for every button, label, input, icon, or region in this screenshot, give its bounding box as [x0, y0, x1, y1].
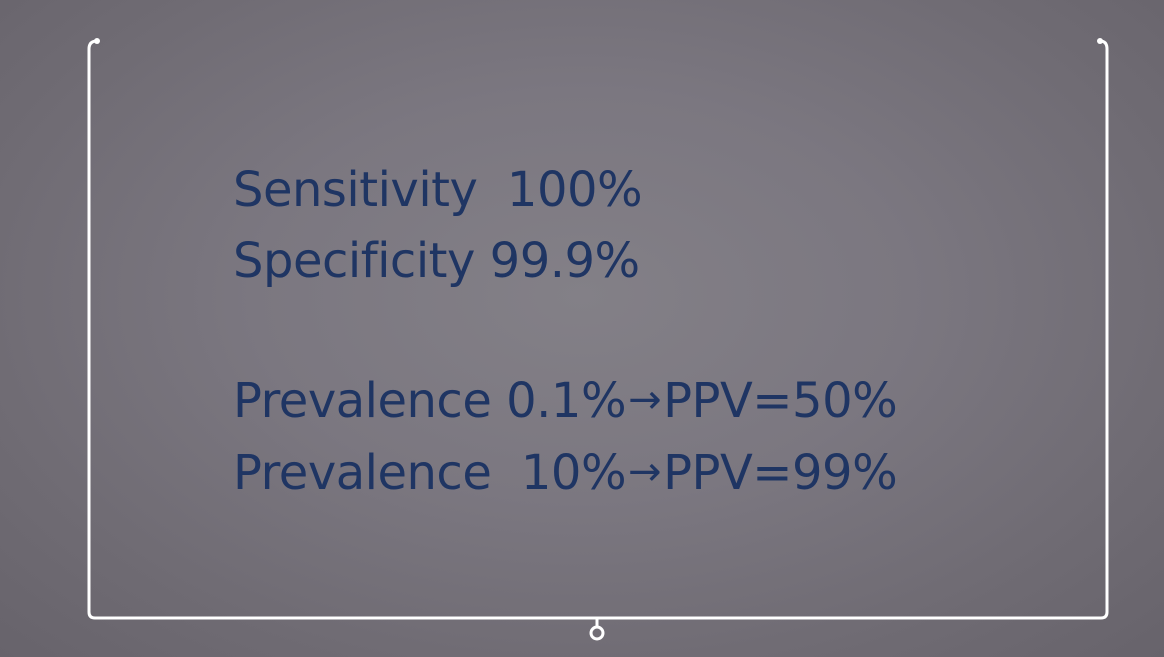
- spacer: [233, 297, 897, 365]
- frame-ring-icon: [589, 625, 605, 641]
- prevalence-value: 10%: [520, 445, 627, 501]
- slide-content: Sensitivity 100% Specificity 99.9% Preva…: [233, 155, 898, 509]
- specificity-value: 99.9%: [489, 233, 640, 289]
- specificity-line: Specificity 99.9%: [233, 226, 897, 297]
- sensitivity-line: Sensitivity 100%: [233, 155, 897, 226]
- ppv-result: PPV=99%: [663, 445, 898, 501]
- right-arrow-icon: →: [628, 377, 662, 423]
- prevalence-label: Prevalence: [233, 373, 492, 429]
- specificity-label: Specificity: [233, 233, 475, 289]
- prevalence-line-1: Prevalence 0.1%→PPV=50%: [233, 365, 898, 437]
- right-arrow-icon: →: [628, 449, 662, 495]
- frame-corner-dot-right: [1097, 38, 1103, 44]
- prevalence-line-2: Prevalence 10%→PPV=99%: [233, 437, 898, 509]
- frame-corner-dot-left: [94, 38, 100, 44]
- prevalence-value: 0.1%: [506, 373, 627, 429]
- sensitivity-label: Sensitivity: [233, 162, 478, 218]
- prevalence-label: Prevalence: [233, 445, 492, 501]
- sensitivity-value: 100%: [506, 162, 643, 218]
- ppv-result: PPV=50%: [663, 373, 898, 429]
